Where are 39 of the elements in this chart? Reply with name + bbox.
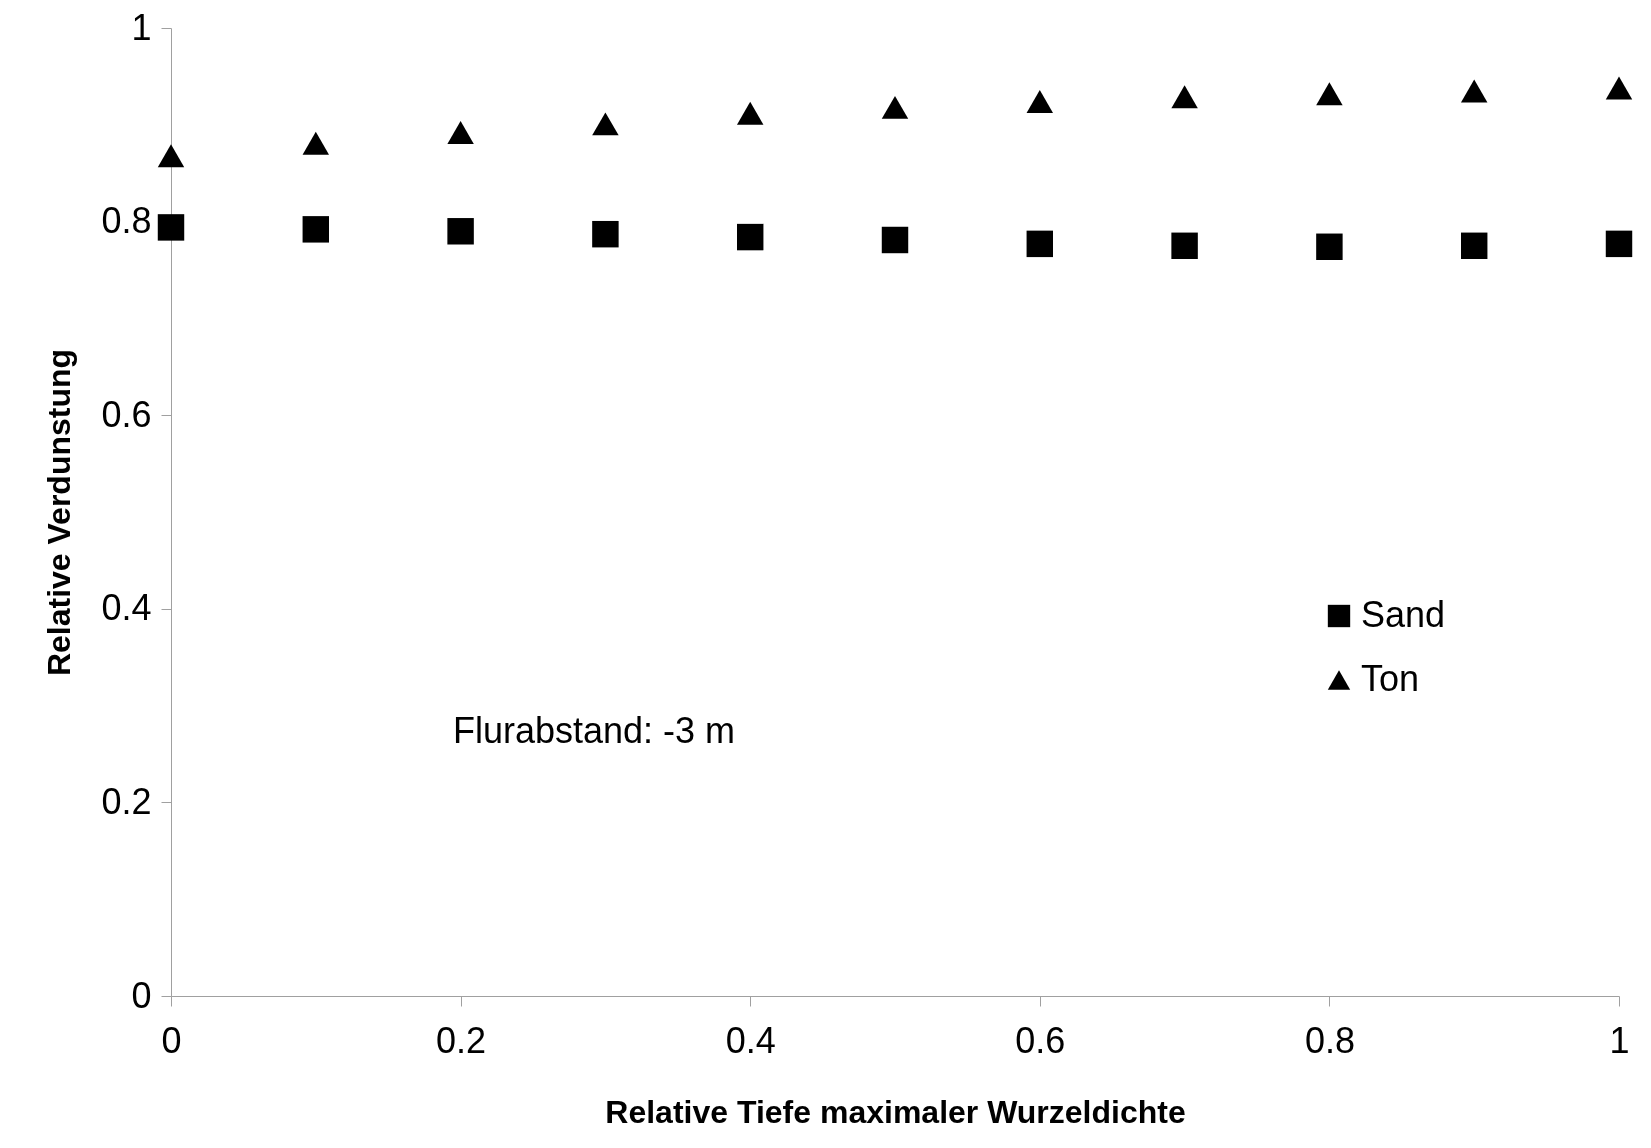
point <box>736 101 764 125</box>
point <box>447 218 474 245</box>
annotation: Flurabstand: -3 m <box>453 710 736 751</box>
point <box>1026 230 1054 258</box>
x-tick-label: 0.6 <box>1015 1019 1066 1061</box>
point <box>1460 79 1488 103</box>
point <box>1460 232 1488 260</box>
y-tick-label: 0.2 <box>101 780 152 822</box>
point <box>592 112 619 136</box>
y-tick-label: 1 <box>131 6 152 48</box>
x-tick-label: 0 <box>161 1019 182 1061</box>
point <box>881 95 909 119</box>
point <box>736 223 764 251</box>
point <box>1605 230 1633 258</box>
x-tick-label: 0.8 <box>1304 1019 1355 1061</box>
point <box>302 216 330 243</box>
legend-label: Ton <box>1361 658 1420 699</box>
point <box>1605 76 1633 100</box>
point <box>1316 82 1343 106</box>
point <box>447 121 474 144</box>
point <box>1171 232 1198 260</box>
legend-label: Sand <box>1361 594 1446 635</box>
y-tick-label: 0 <box>131 974 152 1016</box>
y-tick-label: 0.8 <box>101 200 152 242</box>
point <box>1171 85 1198 109</box>
x-tick-label: 0.4 <box>725 1019 776 1061</box>
point <box>157 214 185 241</box>
point <box>1316 233 1343 260</box>
y-axis-title: Relative Verdunstung <box>41 348 78 677</box>
point <box>592 220 619 248</box>
point <box>1026 90 1054 114</box>
x-tick-label: 0.2 <box>436 1019 487 1061</box>
point <box>881 226 909 254</box>
x-tick-label: 1 <box>1609 1019 1630 1061</box>
point <box>157 144 185 168</box>
y-tick-label: 0.4 <box>101 587 152 629</box>
x-axis-title: Relative Tiefe maximaler Wurzeldichte <box>605 1093 1186 1130</box>
y-tick-label: 0.6 <box>101 393 152 435</box>
point <box>302 131 330 155</box>
